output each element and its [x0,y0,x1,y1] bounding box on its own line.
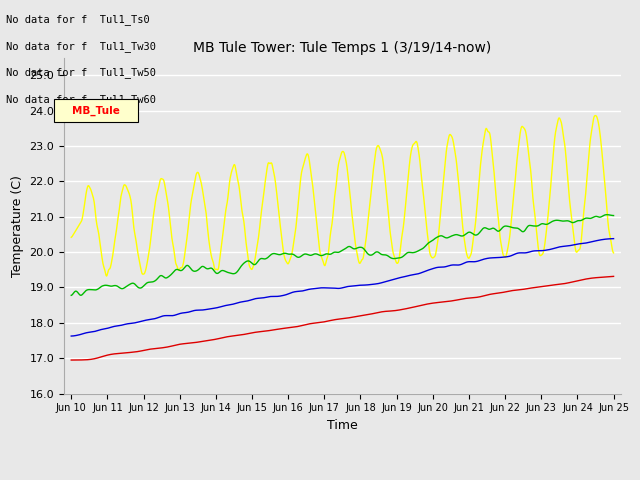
Title: MB Tule Tower: Tule Temps 1 (3/19/14-now): MB Tule Tower: Tule Temps 1 (3/19/14-now… [193,41,492,55]
Text: MB_Tule: MB_Tule [72,106,120,116]
X-axis label: Time: Time [327,419,358,432]
Text: No data for f  Tul1_Tw60: No data for f Tul1_Tw60 [6,94,156,105]
Text: No data for f  Tul1_Tw30: No data for f Tul1_Tw30 [6,41,156,52]
Y-axis label: Temperature (C): Temperature (C) [11,175,24,276]
Text: No data for f  Tul1_Tw50: No data for f Tul1_Tw50 [6,67,156,78]
Text: No data for f  Tul1_Ts0: No data for f Tul1_Ts0 [6,14,150,25]
